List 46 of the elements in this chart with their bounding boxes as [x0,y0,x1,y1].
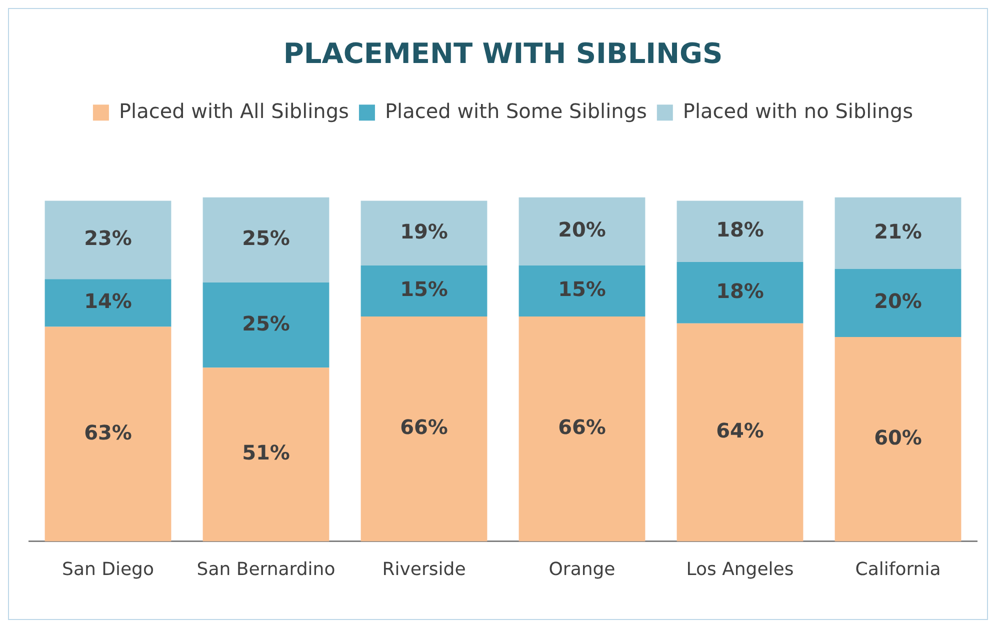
data-label: 66% [400,415,448,440]
data-label: 64% [716,418,764,443]
legend-label: Placed with no Siblings [682,98,914,123]
data-label: 19% [400,219,448,244]
bar [518,316,646,542]
bar [360,265,488,317]
bar [202,282,330,368]
bar [834,337,962,542]
x-tick-label: Los Angeles [686,558,794,580]
bar [360,316,488,542]
data-label: 25% [242,226,290,250]
bar [44,200,172,280]
chart-title: PLACEMENT WITH SIBLINGS [283,37,723,70]
data-label: 18% [716,278,764,303]
bar [360,200,488,266]
data-label: 18% [716,218,764,242]
data-label: 21% [874,219,922,244]
bar [676,200,804,262]
x-tick-label: San Bernardino [196,558,336,580]
bar [834,197,962,269]
data-label: 15% [400,277,448,302]
data-label: 60% [874,425,922,450]
data-label: 51% [242,440,290,465]
bar [518,197,646,266]
legend-label: Placed with Some Siblings [384,98,647,123]
data-label: 63% [84,420,132,444]
bar [518,265,646,317]
bar [202,368,330,542]
bar [44,279,172,327]
x-tick-label: Riverside [382,558,466,580]
data-label: 66% [558,415,606,440]
data-label: 14% [84,289,132,314]
data-label: 25% [242,311,290,336]
x-tick-label: San Diego [62,558,154,580]
bar [44,326,172,542]
x-tick-label: Orange [548,558,616,580]
bar [834,268,962,337]
x-tick-label: California [855,558,941,580]
data-label: 23% [84,226,132,250]
data-label: 20% [558,218,606,242]
data-label: 15% [558,277,606,302]
data-label: 20% [874,289,922,314]
bar [676,262,804,324]
bar [202,197,330,282]
legend-label: Placed with All Siblings [118,98,349,123]
bar [676,323,804,542]
